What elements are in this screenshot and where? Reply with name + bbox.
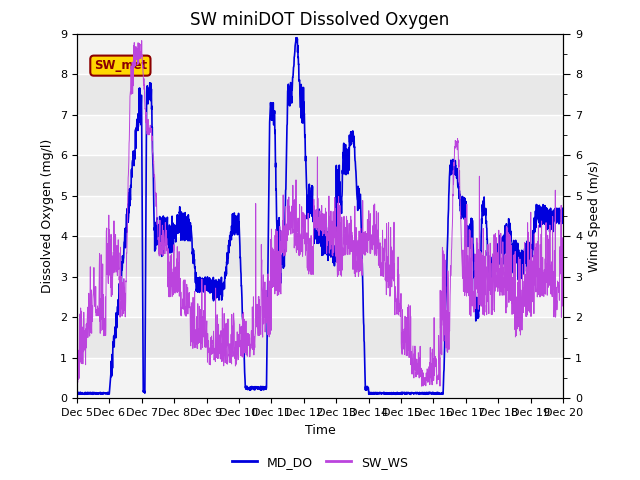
Bar xyxy=(77,115,563,155)
SW_WS xyxy=(73,364,81,370)
SW_WS xyxy=(209,343,216,349)
Bar xyxy=(77,34,563,74)
SW_WS xyxy=(531,259,538,264)
MD_DO xyxy=(461,216,469,222)
Line: SW_WS: SW_WS xyxy=(77,41,563,386)
SW_WS xyxy=(138,38,145,44)
SW_WS xyxy=(516,327,524,333)
MD_DO xyxy=(559,211,567,217)
MD_DO xyxy=(334,197,342,203)
Y-axis label: Wind Speed (m/s): Wind Speed (m/s) xyxy=(588,160,601,272)
MD_DO xyxy=(293,35,301,40)
MD_DO xyxy=(344,161,352,167)
Bar xyxy=(77,277,563,317)
Title: SW miniDOT Dissolved Oxygen: SW miniDOT Dissolved Oxygen xyxy=(190,11,450,29)
MD_DO xyxy=(73,390,81,396)
MD_DO xyxy=(531,225,538,231)
Text: SW_met: SW_met xyxy=(94,59,147,72)
Bar xyxy=(77,196,563,236)
SW_WS xyxy=(559,237,567,242)
SW_WS xyxy=(344,246,352,252)
X-axis label: Time: Time xyxy=(305,424,335,437)
Legend: MD_DO, SW_WS: MD_DO, SW_WS xyxy=(227,451,413,474)
Y-axis label: Dissolved Oxygen (mg/l): Dissolved Oxygen (mg/l) xyxy=(42,139,54,293)
MD_DO xyxy=(398,392,406,397)
MD_DO xyxy=(516,273,524,279)
Bar xyxy=(77,358,563,398)
SW_WS xyxy=(418,384,426,389)
SW_WS xyxy=(461,276,469,282)
Line: MD_DO: MD_DO xyxy=(77,37,563,395)
SW_WS xyxy=(334,240,342,246)
MD_DO xyxy=(209,284,216,289)
